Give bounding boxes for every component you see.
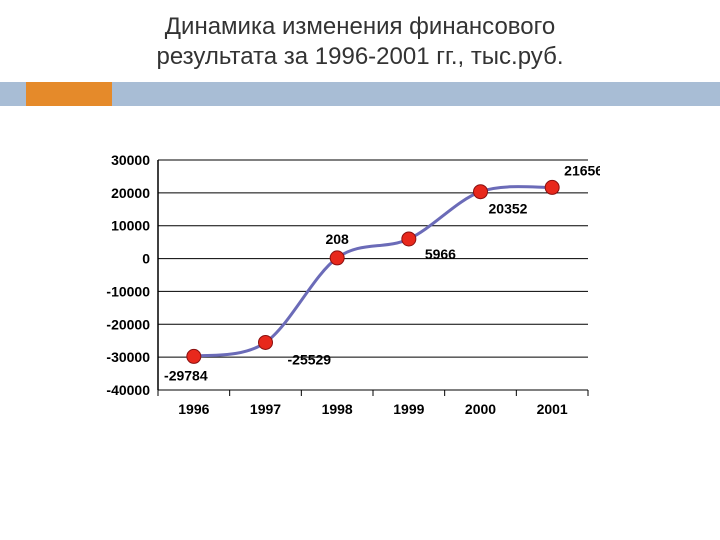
y-tick-label: -30000	[106, 349, 150, 365]
data-marker	[545, 180, 559, 194]
data-marker	[187, 349, 201, 363]
x-tick-label: 1998	[322, 401, 353, 417]
title-line-2: результата за 1996-2001 гг., тыс.руб.	[0, 42, 720, 72]
data-label: -25529	[288, 351, 332, 367]
data-marker	[259, 335, 273, 349]
y-tick-label: 20000	[111, 185, 150, 201]
x-tick-label: 1999	[393, 401, 424, 417]
data-label: -29784	[164, 367, 208, 383]
y-tick-label: -40000	[106, 382, 150, 398]
line-chart: -40000 -30000 -20000 -10000 0 10000 20000 30000…	[80, 150, 600, 440]
x-tick-label: 1997	[250, 401, 281, 417]
data-label: 208	[325, 231, 349, 247]
y-tick-label: -10000	[106, 283, 150, 299]
data-marker	[402, 232, 416, 246]
chart-svg: -40000 -30000 -20000 -10000 0 10000 20000 30000…	[80, 150, 600, 440]
chart-title: Динамика изменения финансового результат…	[0, 12, 720, 72]
x-tick-label: 2001	[537, 401, 568, 417]
y-tick-label: -20000	[106, 316, 150, 332]
x-tick-label: 1996	[178, 401, 209, 417]
data-label: 5966	[425, 246, 456, 262]
x-tick-label: 2000	[465, 401, 496, 417]
y-tick-label: 30000	[111, 152, 150, 168]
y-tick-label: 10000	[111, 218, 150, 234]
data-marker	[330, 251, 344, 265]
y-tick-label: 0	[142, 251, 150, 267]
data-marker	[474, 185, 488, 199]
slide: Динамика изменения финансового результат…	[0, 0, 720, 540]
title-line-1: Динамика изменения финансового	[0, 12, 720, 42]
data-label: 21656	[564, 162, 600, 178]
data-label: 20352	[489, 201, 528, 217]
accent-block	[26, 82, 112, 106]
